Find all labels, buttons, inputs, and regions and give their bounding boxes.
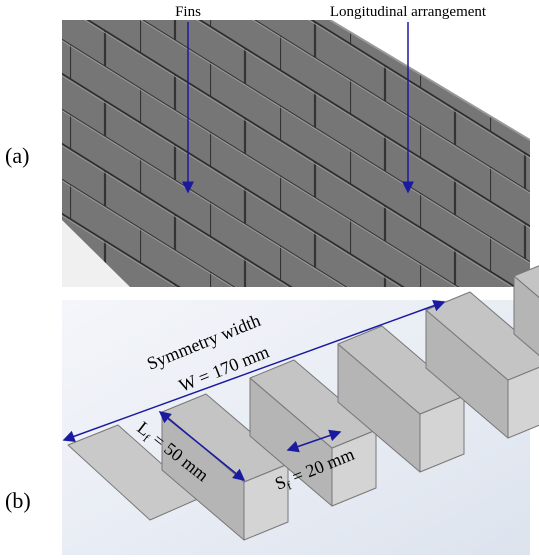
page: {"panel_a": {"label": "(a)", "annotation… — [0, 0, 539, 560]
figure: Fins Longitudinal arrangement (a) Symmet… — [0, 0, 539, 560]
annotation: Fins — [175, 4, 201, 20]
panel-a-image — [62, 20, 530, 287]
panel-label: (b) — [5, 488, 31, 513]
annotation: Longitudinal arrangement — [330, 4, 487, 20]
panel-label: (a) — [5, 143, 29, 168]
